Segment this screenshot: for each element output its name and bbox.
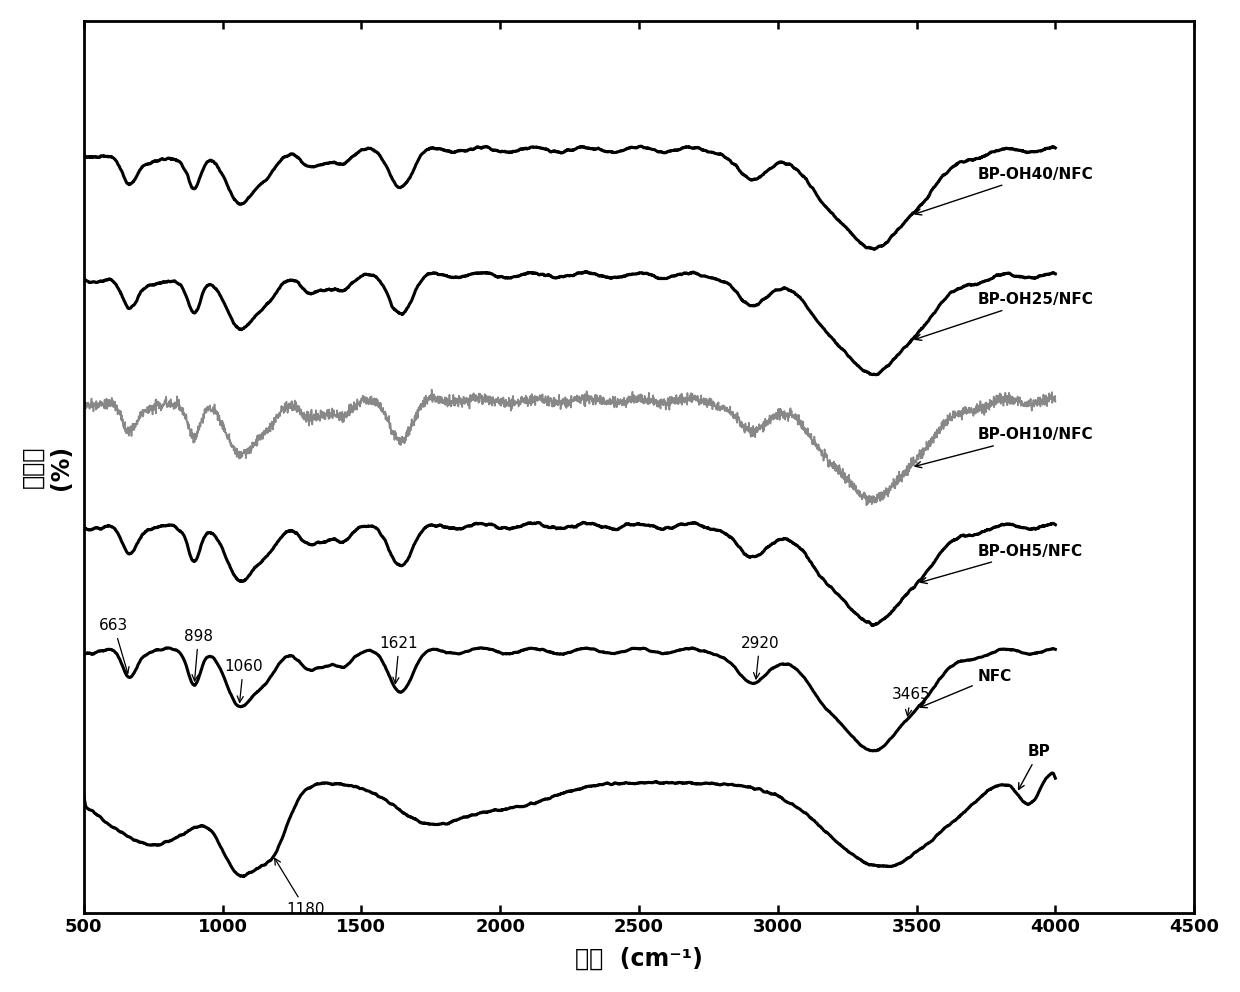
- Text: BP-OH25/NFC: BP-OH25/NFC: [915, 292, 1094, 340]
- Text: 663: 663: [99, 618, 129, 674]
- X-axis label: 波数  (cm⁻¹): 波数 (cm⁻¹): [575, 947, 703, 971]
- Text: BP-OH5/NFC: BP-OH5/NFC: [921, 544, 1083, 583]
- Text: 1180: 1180: [275, 858, 325, 917]
- Text: 898: 898: [184, 629, 213, 681]
- Text: 1060: 1060: [224, 659, 263, 702]
- Text: 2920: 2920: [740, 636, 779, 679]
- Y-axis label: 透过率
(%): 透过率 (%): [21, 444, 73, 490]
- Text: BP: BP: [1018, 744, 1050, 790]
- Text: BP-OH40/NFC: BP-OH40/NFC: [915, 167, 1094, 215]
- Text: BP-OH10/NFC: BP-OH10/NFC: [915, 428, 1094, 467]
- Text: 1621: 1621: [379, 636, 418, 683]
- Text: 3465: 3465: [892, 687, 930, 716]
- Text: NFC: NFC: [920, 669, 1012, 707]
